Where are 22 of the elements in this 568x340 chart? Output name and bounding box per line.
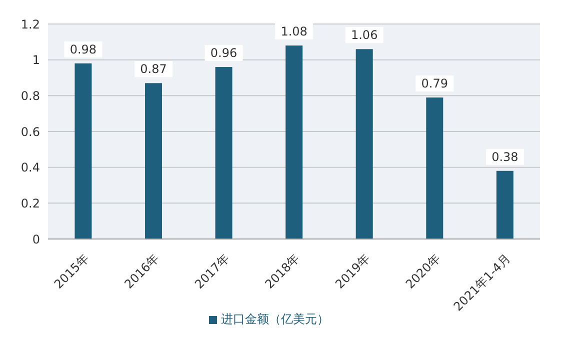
bar bbox=[496, 170, 514, 239]
y-tick-label: 0.4 bbox=[20, 160, 40, 175]
bar bbox=[144, 83, 162, 239]
legend-label: 进口金额（亿美元） bbox=[221, 312, 329, 326]
y-tick-label: 0.6 bbox=[20, 124, 40, 139]
y-tick-label: 0.2 bbox=[20, 196, 40, 210]
y-tick-label: 1.2 bbox=[20, 17, 40, 32]
y-tick-label: 0.8 bbox=[20, 88, 40, 103]
data-label: 0.98 bbox=[70, 42, 97, 56]
bar bbox=[426, 97, 444, 239]
bar bbox=[356, 49, 373, 239]
bar bbox=[215, 67, 232, 239]
data-label: 0.79 bbox=[421, 76, 448, 90]
data-label: 1.08 bbox=[280, 24, 308, 38]
data-label: 0.38 bbox=[492, 150, 518, 164]
y-tick-label: 0 bbox=[32, 232, 40, 246]
data-label: 1.06 bbox=[350, 28, 378, 42]
y-tick-label: 1 bbox=[32, 53, 40, 68]
data-label: 0.87 bbox=[140, 62, 167, 76]
data-label: 0.96 bbox=[210, 46, 238, 60]
bar bbox=[286, 46, 303, 239]
bar bbox=[74, 63, 92, 239]
